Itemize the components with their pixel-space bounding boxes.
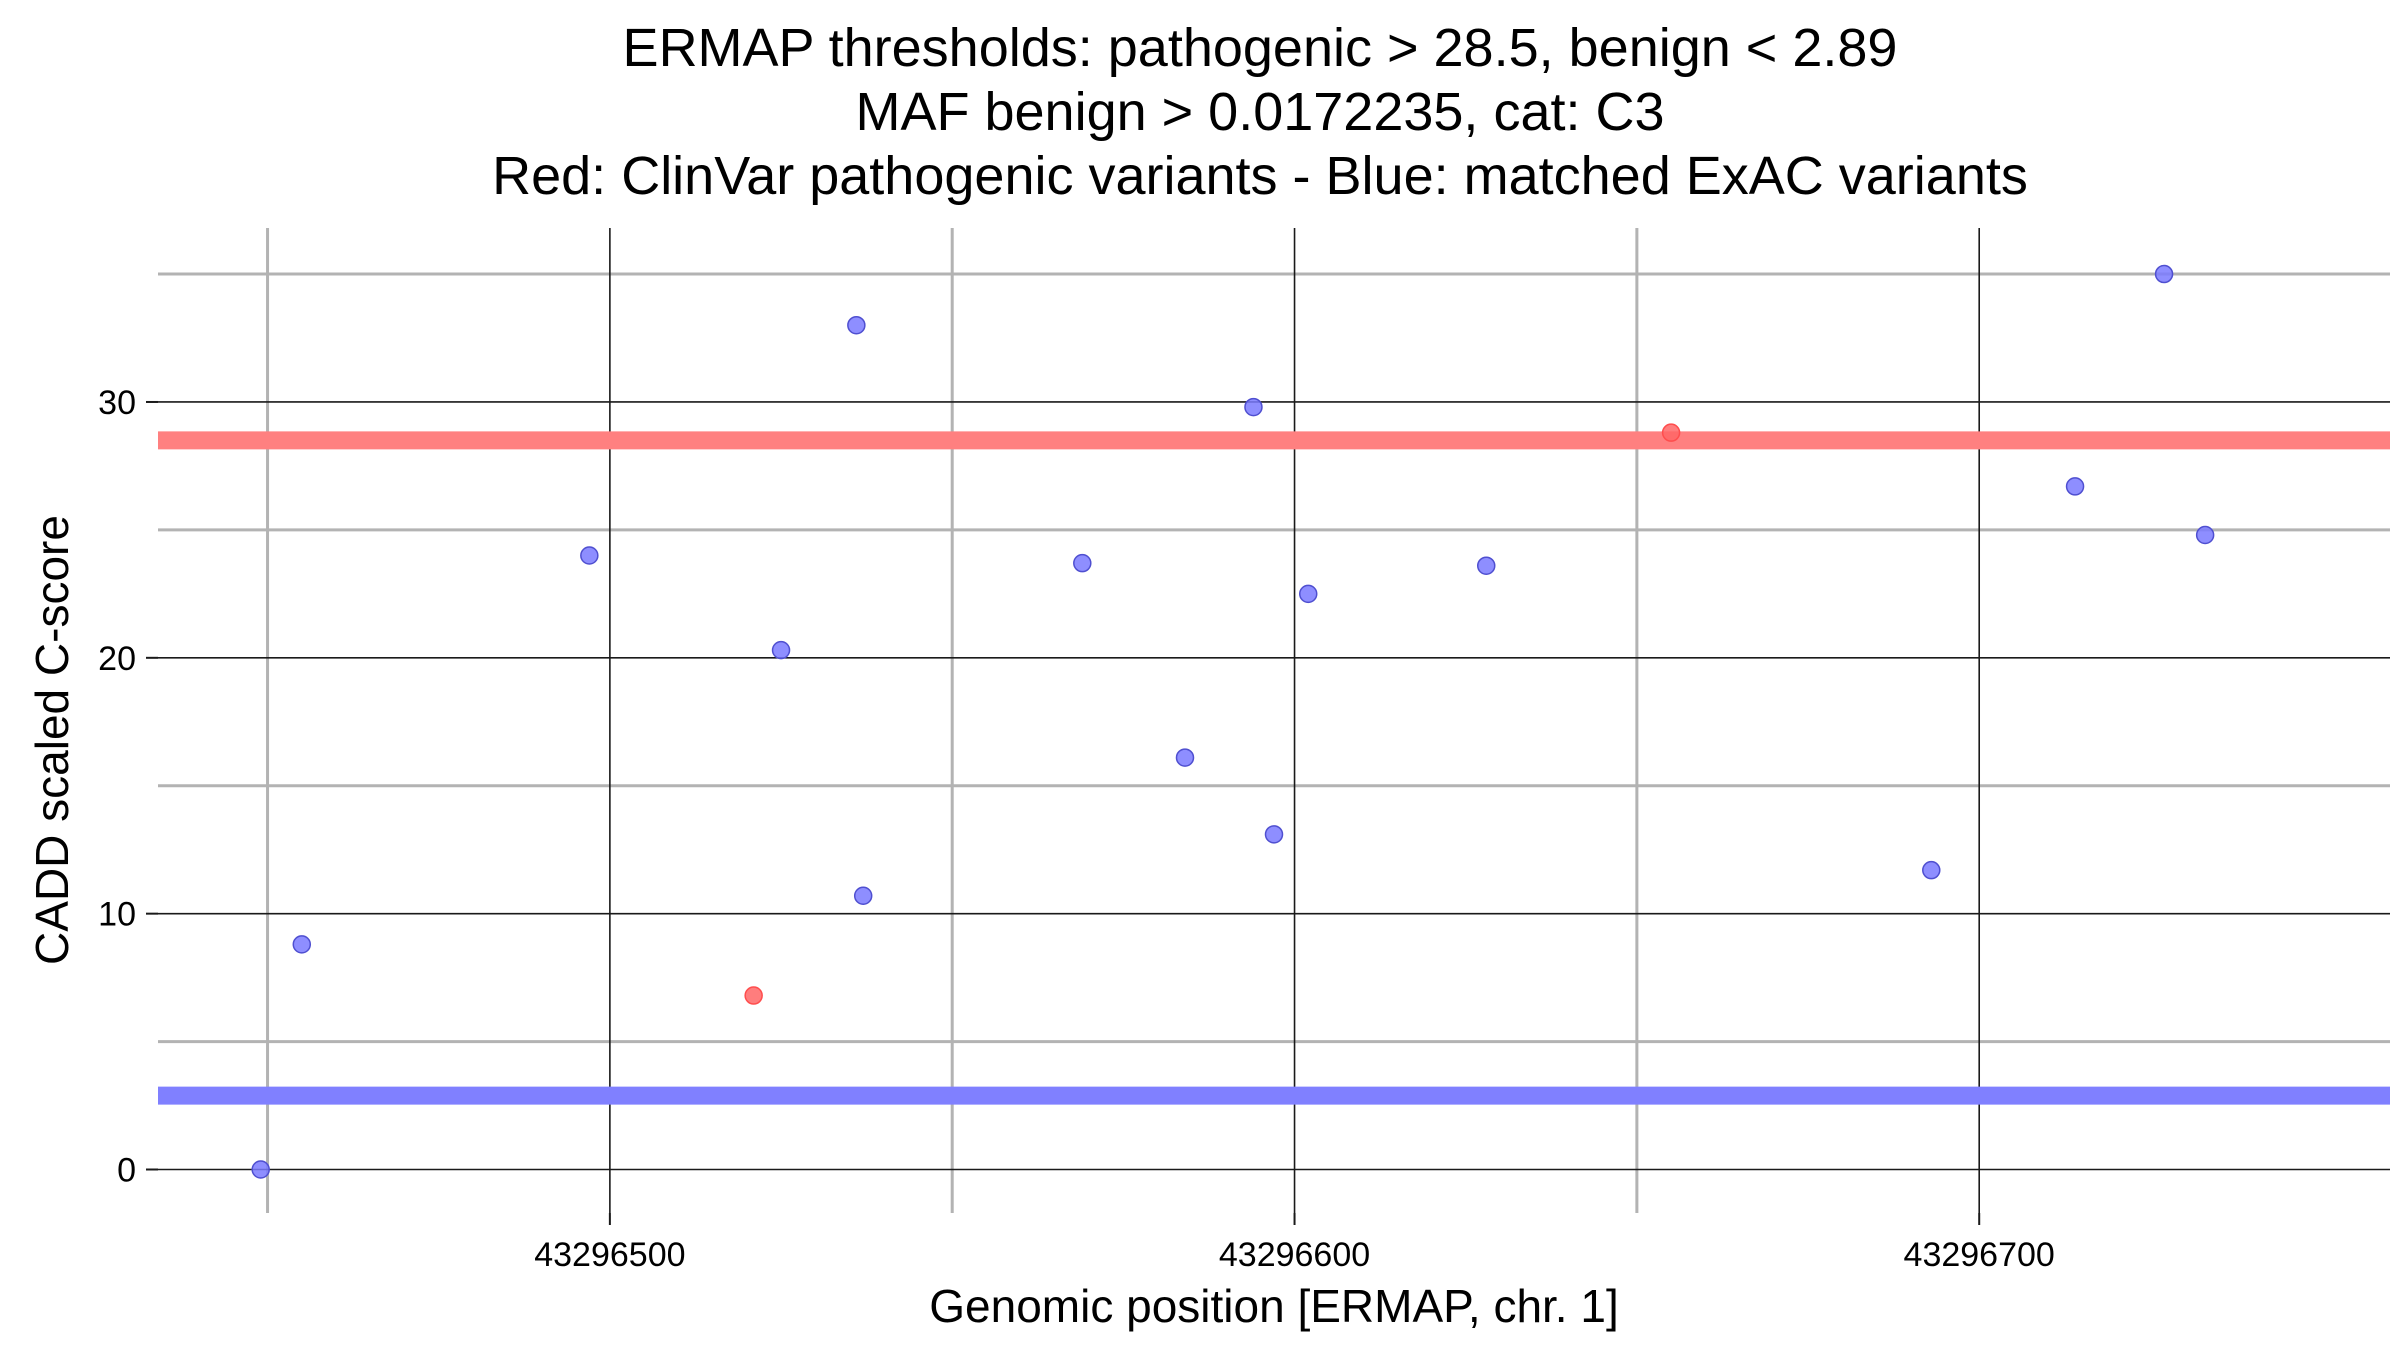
y-tick-label: 10 [98, 896, 136, 934]
point-matched-exac-variants [293, 936, 310, 953]
point-matched-exac-variants [1074, 555, 1091, 572]
point-clinvar-pathogenic-variants [745, 987, 762, 1004]
point-matched-exac-variants [2197, 527, 2214, 544]
point-matched-exac-variants [848, 317, 865, 334]
major-gridlines [158, 228, 2390, 1213]
x-tick-label: 43296700 [1904, 1236, 2055, 1274]
point-matched-exac-variants [773, 642, 790, 659]
x-tick-label: 43296500 [534, 1236, 685, 1274]
y-axis-title: CADD scaled C-score [26, 515, 78, 965]
point-matched-exac-variants [2156, 266, 2173, 283]
point-matched-exac-variants [2067, 478, 2084, 495]
minor-gridlines [158, 228, 2390, 1213]
title-line-3: Red: ClinVar pathogenic variants - Blue:… [492, 146, 2028, 206]
point-matched-exac-variants [855, 887, 872, 904]
chart-title: ERMAP thresholds: pathogenic > 28.5, ben… [492, 18, 2028, 206]
title-line-2: MAF benign > 0.0172235, cat: C3 [855, 82, 1664, 142]
y-axis-ticks: 0 10 20 30 [98, 384, 158, 1190]
point-matched-exac-variants [1923, 862, 1940, 879]
y-tick-label: 20 [98, 640, 136, 678]
point-matched-exac-variants [1478, 557, 1495, 574]
x-tick-label: 43296600 [1219, 1236, 1370, 1274]
y-tick-label: 0 [117, 1152, 136, 1190]
point-matched-exac-variants [252, 1161, 269, 1178]
point-matched-exac-variants [1245, 399, 1262, 416]
title-line-1: ERMAP thresholds: pathogenic > 28.5, ben… [623, 18, 1898, 78]
point-matched-exac-variants [1300, 585, 1317, 602]
threshold-lines [158, 440, 2390, 1095]
y-tick-label: 30 [98, 384, 136, 422]
x-axis-ticks: 43296500 43296600 43296700 [534, 1213, 2055, 1274]
x-axis-title: Genomic position [ERMAP, chr. 1] [929, 1280, 1618, 1332]
point-matched-exac-variants [1266, 826, 1283, 843]
point-matched-exac-variants [1176, 749, 1193, 766]
point-clinvar-pathogenic-variants [1663, 424, 1680, 441]
scatter-chart: ERMAP thresholds: pathogenic > 28.5, ben… [0, 0, 2400, 1350]
point-matched-exac-variants [581, 547, 598, 564]
